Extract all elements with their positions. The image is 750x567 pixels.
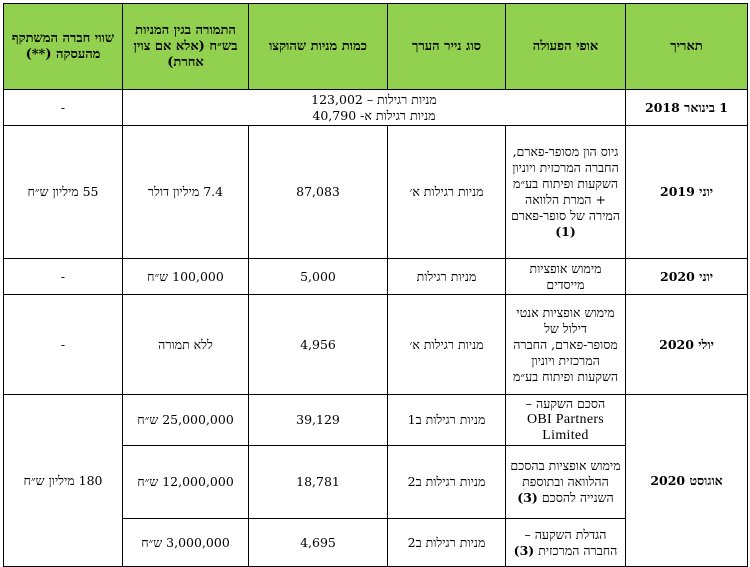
cell-date: יולי 2020: [625, 294, 748, 395]
action-note: (3): [517, 490, 538, 505]
cell-date: יוני 2020: [625, 258, 748, 295]
cell-shares: 5,000: [248, 258, 388, 295]
cell-consideration: 7.4 מיליון דולר: [122, 125, 249, 259]
cell-action: מימוש אופציות אנטי דילול של מסופר-פארם, …: [505, 294, 626, 395]
action-text: מימוש אופציות בהסכם ההלוואה ובתוספת השני…: [510, 458, 621, 505]
action-investor-name: OBI Partners Limited: [526, 412, 605, 443]
cell-consideration: 25,000,000 ש״ח: [122, 394, 249, 446]
cell-shares: 39,129: [248, 394, 388, 446]
cell-security: מניות רגילות א׳: [387, 294, 506, 395]
cell-shares: 4,695: [248, 518, 388, 567]
table-row: הגדלת השקעה – החברה המרכזית (3) מניות רג…: [4, 518, 748, 567]
table-row: יוני 2020 מימוש אופציות מייסדים מניות רג…: [3, 258, 748, 295]
cell-date-text: 1 בינואר 2018: [645, 99, 728, 115]
cell-security: מניות רגילות ב2: [387, 445, 506, 519]
cell-date: אוגוסט 2020: [625, 394, 748, 567]
cell-company-value: -: [3, 294, 123, 395]
cell-company-value: 180 מיליון ש״ח: [3, 394, 123, 567]
cell-action: הגדלת השקעה – החברה המרכזית (3): [505, 518, 626, 567]
table-row: יולי 2020 מימוש אופציות אנטי דילול של מס…: [3, 294, 748, 395]
action-note: (1): [555, 224, 576, 239]
cell-shares: 18,781: [248, 445, 388, 519]
action-prefix: הסכם השקעה –: [525, 396, 606, 411]
cell-company-value: -: [3, 258, 123, 295]
cell-shares: 87,083: [248, 125, 388, 259]
header-security-type: סוג נייר הערך: [387, 3, 506, 90]
table-row: אוגוסט 2020 הסכם השקעה – OBI Partners Li…: [3, 394, 748, 567]
header-shares-issued: כמות מניות שהוקצו: [248, 3, 388, 90]
cell-consideration: ללא תמורה: [122, 294, 249, 395]
cell-shares-summary: מניות רגילות – 123,002 מניות רגילות א- 4…: [122, 89, 626, 126]
cell-consideration: 3,000,000 ש״ח: [122, 518, 249, 567]
table-row: 1 בינואר 2018 מניות רגילות – 123,002 מני…: [3, 89, 748, 126]
header-consideration: התמורה בגין המניות בש״ח (אלא אם צוין אחר…: [122, 3, 249, 90]
cell-security: מניות רגילות ב1: [387, 394, 506, 446]
action-note: (3): [513, 542, 535, 558]
shares-line-1: מניות רגילות – 123,002: [311, 91, 437, 107]
cell-company-value: 55 מיליון ש״ח: [3, 125, 123, 259]
cell-date: יוני 2019: [625, 125, 748, 259]
cell-action: הסכם השקעה – OBI Partners Limited: [505, 394, 626, 446]
header-action-type: אופי הפעולה: [505, 3, 626, 90]
header-company-value: שווי חברה המשתקף מהעסקה (**): [3, 3, 123, 90]
header-date: תאריך: [625, 3, 748, 90]
shares-line-2: מניות רגילות א- 40,790: [312, 107, 436, 123]
cell-company-value: -: [3, 89, 123, 126]
action-text: הגדלת השקעה – החברה המרכזית: [524, 526, 618, 558]
cell-consideration: 12,000,000 ש״ח: [122, 445, 249, 519]
cell-consideration: 100,000 ש״ח: [122, 258, 249, 295]
cell-security: מניות רגילות: [387, 258, 506, 295]
cell-action: מימוש אופציות בהסכם ההלוואה ובתוספת השני…: [505, 445, 626, 519]
share-issuance-table: תאריך אופי הפעולה סוג נייר הערך כמות מני…: [3, 3, 748, 567]
action-text: גיוס הון מסופר-פארם, החברה המרכזית ויוני…: [510, 144, 621, 223]
header-row: תאריך אופי הפעולה סוג נייר הערך כמות מני…: [3, 3, 748, 90]
table-row: יוני 2019 גיוס הון מסופר-פארם, החברה המר…: [3, 125, 748, 259]
cell-security: מניות רגילות ב2: [387, 518, 506, 567]
cell-date: 1 בינואר 2018: [625, 89, 748, 126]
cell-shares: 4,956: [248, 294, 388, 395]
cell-security: מניות רגילות א׳: [387, 125, 506, 259]
cell-action: גיוס הון מסופר-פארם, החברה המרכזית ויוני…: [505, 125, 626, 259]
cell-action: מימוש אופציות מייסדים: [505, 258, 626, 295]
